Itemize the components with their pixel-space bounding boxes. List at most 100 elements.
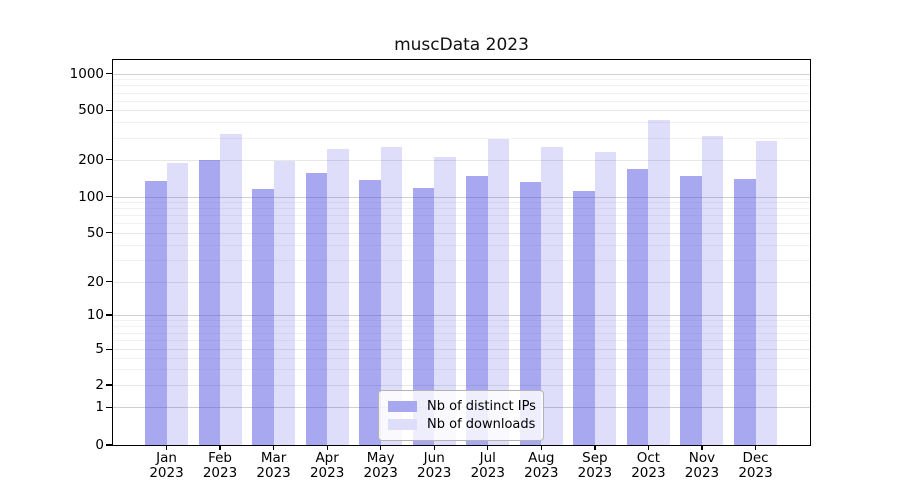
x-tick-label-year: 2023 — [524, 465, 559, 481]
x-tick-mark — [165, 445, 168, 450]
x-tick-label-sep: Sep 2023 — [567, 451, 623, 481]
minor-gridline — [113, 260, 810, 261]
major-gridline — [113, 385, 810, 387]
minor-gridline — [113, 320, 810, 322]
bar-downloads-jun — [434, 156, 456, 445]
minor-gridline — [113, 357, 810, 359]
y-tick-label: 100 — [78, 188, 104, 205]
x-tick-label-nov: Nov 2023 — [674, 451, 730, 481]
y-tick-mark — [106, 232, 112, 234]
legend-entry-distinct-ips: Nb of distinct IPs — [388, 398, 536, 415]
minor-gridline — [113, 326, 810, 328]
minor-gridline — [113, 85, 810, 87]
x-tick-mark — [754, 445, 757, 450]
x-tick-label-month: Feb — [208, 450, 232, 466]
y-tick-mark — [106, 73, 112, 75]
x-tick-label-year: 2023 — [309, 465, 345, 481]
x-tick-label-year: 2023 — [417, 465, 452, 481]
bar-distinct-ips-feb — [198, 159, 221, 445]
bar-distinct-ips-apr — [305, 173, 328, 445]
bar-distinct-ips-aug — [519, 181, 542, 445]
x-tick-label-year: 2023 — [631, 465, 666, 481]
bar-distinct-ips-oct — [626, 169, 649, 445]
bar-distinct-ips-jan — [145, 180, 167, 445]
y-tick-label: 500 — [78, 102, 104, 119]
y-tick-label: 10 — [86, 306, 104, 323]
x-tick-label-month: Jul — [479, 450, 496, 466]
bar-downloads-feb — [220, 134, 242, 445]
y-tick-label: 5 — [95, 341, 104, 358]
minor-gridline — [113, 79, 810, 81]
minor-gridline — [113, 244, 810, 246]
bar-downloads-dec — [755, 141, 777, 445]
y-tick-mark — [106, 159, 112, 161]
bar-distinct-ips-dec — [734, 178, 756, 445]
bar-downloads-sep — [594, 152, 617, 445]
x-tick-mark — [701, 445, 703, 450]
y-tick-mark — [106, 406, 112, 408]
x-tick-label-month: Nov — [688, 450, 716, 466]
minor-gridline — [113, 122, 810, 124]
minor-gridline — [113, 100, 810, 102]
x-tick-mark — [487, 445, 489, 450]
x-tick-label-year: 2023 — [363, 465, 398, 481]
decade-gridline — [113, 314, 810, 316]
x-tick-label-jan: Jan 2023 — [139, 451, 195, 481]
x-tick-label-year: 2023 — [202, 465, 238, 481]
bar-distinct-ips-jun — [412, 187, 435, 445]
y-tick-mark — [106, 109, 112, 111]
x-tick-label-may: May 2023 — [353, 451, 409, 481]
bar-distinct-ips-may — [359, 179, 381, 445]
x-tick-label-year: 2023 — [577, 465, 613, 481]
legend-swatch-downloads — [388, 419, 417, 430]
x-tick-label-year: 2023 — [470, 465, 505, 481]
minor-gridline — [113, 137, 810, 139]
x-tick-label-aug: Aug 2023 — [513, 451, 569, 481]
y-tick-mark — [106, 280, 112, 283]
x-tick-mark — [272, 445, 275, 450]
legend-entry-downloads: Nb of downloads — [388, 416, 536, 433]
y-tick-label: 50 — [86, 224, 104, 241]
x-tick-label-feb: Feb 2023 — [192, 451, 248, 481]
x-tick-label-oct: Oct 2023 — [620, 451, 676, 481]
minor-gridline — [113, 332, 810, 334]
x-tick-mark — [540, 445, 542, 450]
y-tick-label: 1 — [95, 399, 104, 416]
minor-gridline — [113, 202, 810, 204]
x-tick-label-month: Dec — [742, 450, 769, 466]
bar-downloads-nov — [701, 135, 724, 445]
bars — [113, 60, 810, 445]
legend-label-downloads: Nb of downloads — [427, 417, 536, 432]
bar-downloads-aug — [541, 146, 563, 445]
x-tick-label-year: 2023 — [684, 465, 720, 481]
decade-gridline — [113, 73, 810, 75]
chart-title: muscData 2023 — [394, 35, 529, 55]
x-tick-mark — [219, 445, 221, 450]
x-tick-label-month: Apr — [315, 450, 339, 466]
x-tick-label-month: Sep — [582, 450, 608, 466]
bar-downloads-mar — [273, 160, 296, 445]
plot-area: Nb of distinct IPs Nb of downloads — [112, 59, 811, 446]
y-tick-label: 200 — [78, 151, 104, 168]
bar-distinct-ips-jul — [466, 176, 488, 445]
x-tick-label-month: Aug — [528, 450, 555, 466]
bar-distinct-ips-mar — [252, 189, 274, 445]
x-tick-label-month: Jan — [156, 450, 177, 466]
minor-gridline — [113, 215, 810, 217]
minor-gridline — [113, 208, 810, 210]
x-tick-label-month: Mar — [260, 450, 287, 466]
bar-distinct-ips-nov — [680, 175, 702, 445]
x-tick-label-jun: Jun 2023 — [406, 451, 462, 481]
x-tick-label-year: 2023 — [256, 465, 291, 481]
bar-downloads-oct — [648, 119, 670, 445]
decade-gridline — [113, 196, 810, 198]
y-tick-mark — [106, 444, 112, 446]
major-gridline — [113, 349, 810, 351]
legend-label-distinct-ips: Nb of distinct IPs — [427, 399, 536, 414]
x-tick-label-month: May — [366, 450, 395, 466]
x-tick-label-year: 2023 — [149, 465, 184, 481]
y-tick-mark — [106, 348, 112, 350]
y-tick-mark — [106, 196, 112, 198]
bar-downloads-jul — [487, 139, 510, 445]
